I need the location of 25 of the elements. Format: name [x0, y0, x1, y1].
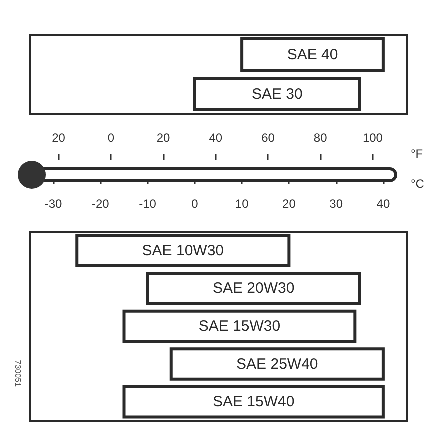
y-tick-label: SAE 30	[252, 86, 303, 103]
x-tick-label: -20	[92, 197, 110, 211]
x-axis-title: °C	[411, 177, 425, 191]
x2-axis-title: °F	[411, 147, 424, 161]
x2-tick-label: 80	[314, 131, 328, 145]
text: 730051	[14, 360, 22, 388]
y-tick-label: SAE 40	[287, 46, 338, 64]
x2-tick-label: 60	[262, 131, 276, 145]
x-tick-label: 20	[282, 197, 296, 211]
x2-tick-label: 20	[52, 131, 66, 145]
x2-tick-label: 40	[209, 131, 223, 145]
y-tick-label: SAE 10W30	[142, 242, 224, 260]
y-tick-label: SAE 25W40	[236, 356, 318, 373]
x2-tick-label: 100	[362, 131, 384, 145]
x-tick-label: -10	[139, 197, 157, 211]
x-tick-label: 40	[376, 197, 390, 211]
x-tick-label: 30	[330, 197, 344, 211]
x-tick-label: 0	[192, 197, 199, 211]
y-tick-label: SAE 15W30	[198, 318, 281, 335]
x-tick-label: -30	[44, 197, 63, 211]
x2-tick-label: 20	[156, 131, 171, 145]
x-tick-label: 10	[235, 197, 250, 211]
x2-tick-label: 0	[108, 131, 115, 145]
y-tick-label: SAE 20W30	[212, 280, 295, 298]
y-tick-label: SAE 15W40	[212, 394, 295, 411]
